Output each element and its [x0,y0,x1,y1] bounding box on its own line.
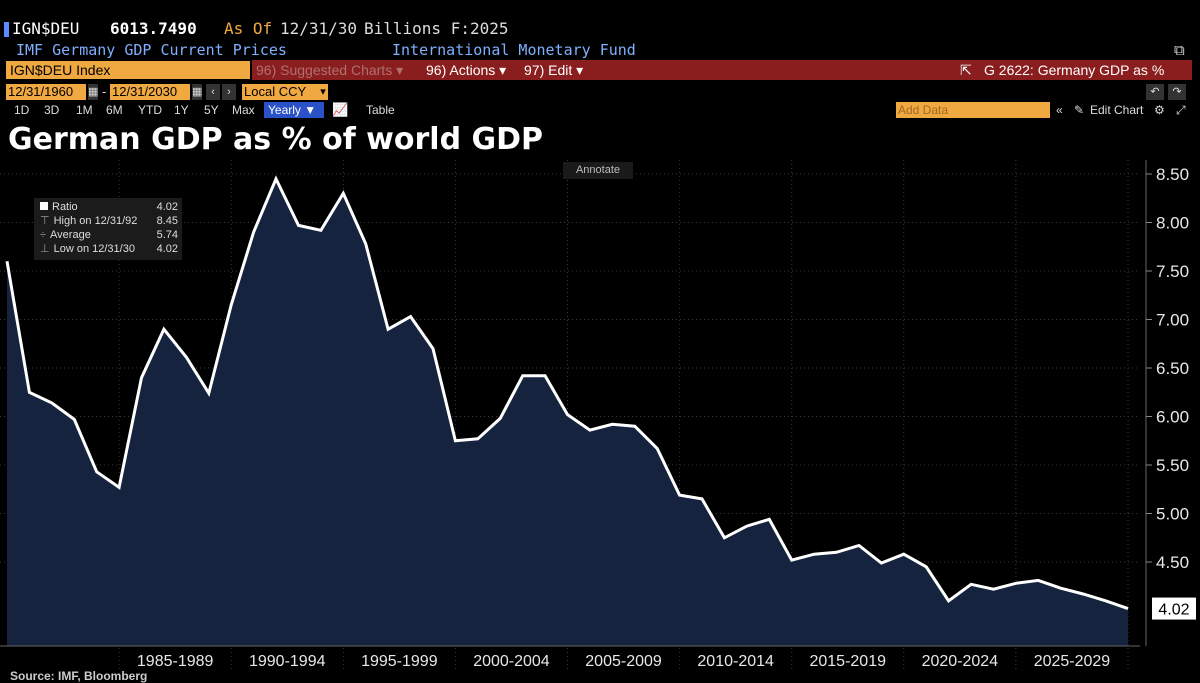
average-icon: ÷ [40,229,47,241]
gear-icon[interactable]: ⚙ [1154,103,1165,117]
y-tick-label: 5.00 [1156,505,1189,524]
period-select[interactable]: Yearly ▼ [264,102,324,118]
units: Billions F:2025 [364,19,509,38]
chart-name: G 2622: Germany GDP as % [984,62,1165,78]
as-of-date: 12/31/30 [280,19,358,38]
chevron-down-icon[interactable]: ▾ [318,84,328,100]
annotate-button[interactable]: Annotate [563,162,633,179]
last-value-marker: 4.02 [1152,597,1196,620]
x-axis: 1985-1989 1990-1994 1995-1999 2000-2004 2005… [0,645,1140,670]
y-tick-label: 4.50 [1156,553,1189,572]
table-button[interactable]: Table [366,103,395,117]
x-tick-label: 2020-2024 [922,653,999,670]
end-date-field[interactable]: 12/31/2030 [110,84,190,100]
edit-chart-button[interactable]: Edit Chart [1090,103,1144,117]
annotate-label: Annotate [575,164,621,176]
y-tick-label: 5.50 [1156,456,1189,475]
description-row: IMF Germany GDP Current Prices Internati… [0,40,1200,60]
range-3d[interactable]: 3D [44,103,60,117]
popout-icon[interactable]: ⧉ [1174,41,1185,59]
range-row: 1D 3D 1M 6M YTD 1Y 5Y Max Yearly ▼ 📈 Tab… [0,101,1200,119]
source-name: International Monetary Fund [392,41,636,59]
x-tick-label: 2005-2009 [585,653,662,670]
date-row: 12/31/1960 ▦ - 12/31/2030 ▦ ‹ › Local CC… [0,83,1200,101]
source-note: Source: IMF, Bloomberg [10,669,148,683]
y-axis: 4.50 5.00 5.50 6.00 6.50 7.00 7.50 8.00 8.50 [1145,160,1189,646]
chart-svg: 4.50 5.00 5.50 6.00 6.50 7.00 7.50 8.00 8.50 198… [0,160,1196,670]
currency-field[interactable]: Local CCY [242,84,318,100]
low-value: 4.02 [156,243,178,255]
prev-period-button[interactable]: ‹ [206,84,220,100]
legend-high: ⊤ High on 12/31/92 8.45 [40,215,178,228]
actions-button[interactable]: 96) Actions ▾ [426,62,507,78]
range-6m[interactable]: 6M [106,103,123,117]
undo-icon[interactable]: ↶ [1146,84,1164,100]
redo-icon[interactable]: ↷ [1168,84,1186,100]
y-tick-label: 6.00 [1156,408,1189,427]
range-1d[interactable]: 1D [14,103,30,117]
chart-title: German GDP as % of world GDP [8,122,544,157]
y-tick-label: 8.00 [1156,214,1189,233]
y-tick-label: 6.50 [1156,359,1189,378]
x-tick-label: 2010-2014 [697,653,774,670]
last-value: 6013.7490 [110,19,197,38]
y-tick-label: 7.00 [1156,311,1189,330]
high-icon: ⊤ [40,215,50,227]
legend: Ratio 4.02 ⊤ High on 12/31/92 8.45 ÷ Avera… [34,198,182,260]
x-tick-label: 2015-2019 [809,653,886,670]
last-value-box [1152,597,1196,620]
suggested-charts-button[interactable]: 96) Suggested Charts ▾ [256,62,404,78]
next-period-button[interactable]: › [222,84,236,100]
low-icon: ⊥ [40,243,50,255]
description: IMF Germany GDP Current Prices [16,41,287,59]
x-tick-label: 1990-1994 [249,653,326,670]
x-tick-label: 2025-2029 [1034,653,1111,670]
ratio-value: 4.02 [156,201,178,213]
range-5y[interactable]: 5Y [204,103,219,117]
series-swatch [40,202,48,210]
last-value-label: 4.02 [1158,602,1189,619]
x-tick-label: 1985-1989 [137,653,214,670]
security-field[interactable]: IGN$DEU Index [6,61,250,79]
start-date-field[interactable]: 12/31/1960 [6,84,86,100]
as-of-label: As Of [224,19,273,38]
action-bar [252,60,1192,80]
legend-average: ÷ Average 5.74 [40,229,178,242]
x-tick-label: 1995-1999 [361,653,438,670]
date-separator: - [102,84,107,99]
toolbar: IGN$DEU Index 96) Suggested Charts ▾ 96)… [0,60,1200,80]
legend-low: ⊥ Low on 12/31/30 4.02 [40,243,178,256]
ticker-marker [4,22,9,37]
header-row: IGN$DEU 6013.7490 As Of 12/31/30 Billion… [0,18,1200,40]
average-label: Average [50,229,91,241]
external-link-icon[interactable]: ⇱ [960,62,972,78]
x-tick-label: 2000-2004 [473,653,550,670]
line-chart-icon[interactable]: 📈 [332,102,349,117]
low-label: Low on 12/31/30 [53,243,135,255]
calendar-icon[interactable]: ▦ [192,84,203,100]
ratio-label: Ratio [52,201,78,213]
range-1y[interactable]: 1Y [174,103,189,117]
average-value: 5.74 [156,229,178,241]
collapse-icon[interactable]: « [1056,103,1063,117]
legend-ratio: Ratio 4.02 [40,201,178,214]
edit-button[interactable]: 97) Edit ▾ [524,62,584,78]
range-ytd[interactable]: YTD [138,103,162,117]
pencil-icon[interactable]: ✎ [1074,103,1085,117]
range-max[interactable]: Max [232,103,255,117]
y-tick-label: 8.50 [1156,165,1189,184]
expand-icon[interactable]: ⤢ [1176,103,1186,117]
ticker: IGN$DEU [12,19,80,38]
calendar-icon[interactable]: ▦ [88,84,99,100]
area-fill [7,178,1128,646]
series-line [5,175,1129,611]
high-value: 8.45 [156,215,178,227]
high-label: High on 12/31/92 [53,215,138,227]
range-1m[interactable]: 1M [76,103,93,117]
y-tick-label: 7.50 [1156,262,1189,281]
add-data-input[interactable]: Add Data [896,102,1050,118]
